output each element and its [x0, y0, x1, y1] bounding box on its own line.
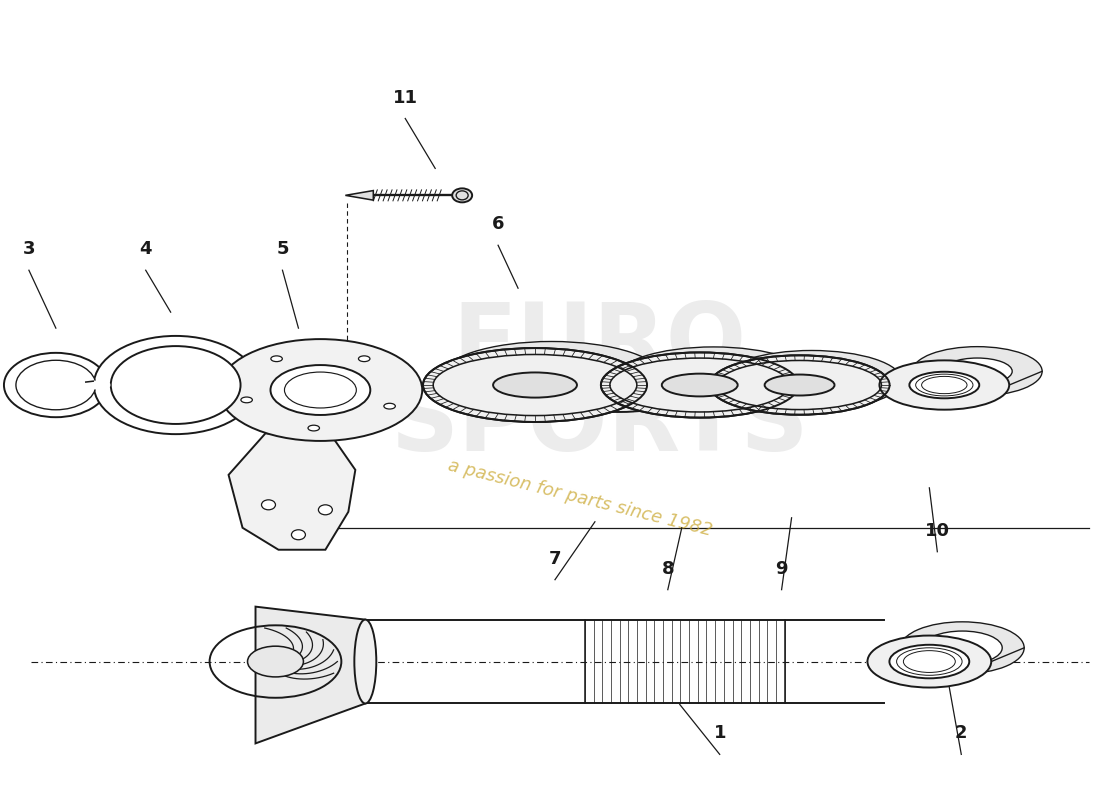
Ellipse shape: [15, 360, 96, 410]
Ellipse shape: [94, 336, 257, 434]
Ellipse shape: [901, 622, 1024, 674]
Ellipse shape: [359, 356, 370, 362]
Ellipse shape: [576, 373, 660, 398]
Ellipse shape: [615, 347, 812, 412]
Text: 6: 6: [492, 215, 504, 234]
Polygon shape: [255, 606, 365, 743]
Text: 8: 8: [661, 560, 674, 578]
Ellipse shape: [241, 397, 252, 402]
Ellipse shape: [354, 620, 376, 703]
Ellipse shape: [923, 631, 1002, 665]
Ellipse shape: [722, 350, 902, 410]
Ellipse shape: [308, 425, 319, 431]
Polygon shape: [229, 434, 355, 550]
Text: 1: 1: [714, 725, 726, 742]
Ellipse shape: [262, 500, 275, 510]
Text: 10: 10: [925, 522, 949, 540]
Text: SPORTS: SPORTS: [390, 379, 810, 471]
Ellipse shape: [943, 358, 1012, 385]
Ellipse shape: [509, 366, 593, 391]
Ellipse shape: [91, 382, 109, 389]
Ellipse shape: [912, 346, 1042, 396]
Ellipse shape: [493, 373, 578, 398]
Ellipse shape: [271, 356, 283, 362]
Ellipse shape: [384, 403, 395, 409]
Ellipse shape: [219, 339, 422, 441]
Ellipse shape: [452, 188, 472, 202]
Ellipse shape: [777, 370, 847, 390]
Text: 4: 4: [140, 240, 152, 258]
Text: 9: 9: [776, 560, 788, 578]
Polygon shape: [345, 190, 373, 200]
Ellipse shape: [868, 635, 991, 687]
Text: 5: 5: [276, 240, 288, 258]
Text: 3: 3: [23, 240, 35, 258]
Text: 11: 11: [393, 89, 418, 106]
Ellipse shape: [910, 372, 979, 398]
Ellipse shape: [440, 342, 663, 415]
Ellipse shape: [601, 353, 799, 418]
Ellipse shape: [318, 505, 332, 515]
Ellipse shape: [528, 358, 707, 412]
Text: 7: 7: [549, 550, 561, 568]
Ellipse shape: [111, 346, 241, 424]
Ellipse shape: [890, 645, 969, 678]
Text: a passion for parts since 1982: a passion for parts since 1982: [446, 456, 714, 539]
Text: EURO: EURO: [453, 299, 747, 391]
Ellipse shape: [662, 374, 738, 397]
Text: 2: 2: [955, 725, 968, 742]
Ellipse shape: [292, 530, 306, 540]
Ellipse shape: [248, 646, 304, 677]
Ellipse shape: [424, 348, 647, 422]
Ellipse shape: [710, 355, 890, 414]
Ellipse shape: [675, 368, 751, 391]
Ellipse shape: [764, 374, 835, 395]
Ellipse shape: [4, 353, 108, 418]
Ellipse shape: [271, 365, 371, 415]
Ellipse shape: [879, 360, 1009, 410]
